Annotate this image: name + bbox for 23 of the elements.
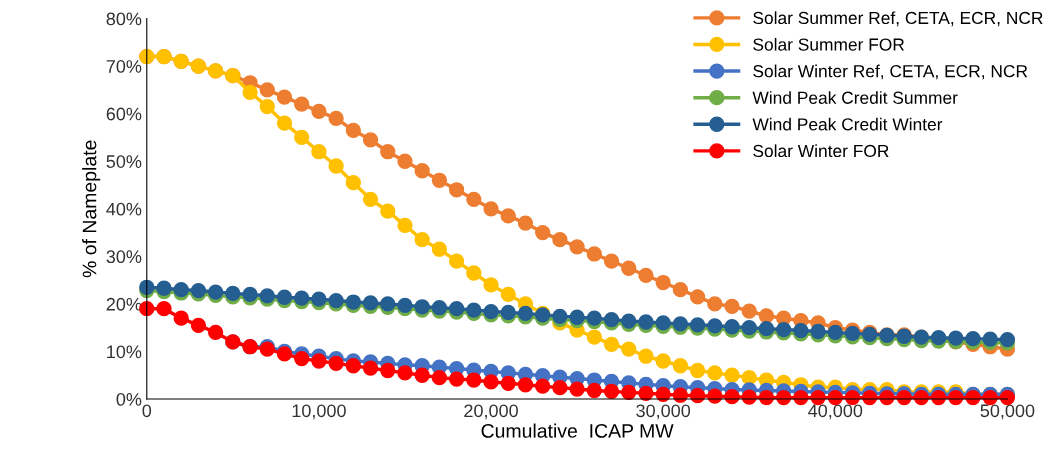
x-tick-label: 50,000 [980,404,1035,420]
x-tick-label: 10,000 [292,404,346,420]
legend-label: Solar Winter Ref, CETA, ECR, NCR [753,64,1028,80]
y-tick-label: 0% [116,392,142,406]
y-tick-label: 20% [106,297,142,311]
x-tick-label: 30,000 [636,404,691,420]
legend-label: Wind Peak Credit Winter [752,117,943,131]
y-tick-label: 80% [106,12,142,26]
x-tick-label: 20,000 [464,404,518,420]
x-axis-title: Cumulative ICAP MW [481,423,674,438]
y-tick-label: 10% [107,345,142,359]
legend-label: Solar Summer FOR [753,37,905,51]
legend-label: Solar Summer Ref, CETA, ECR, NCR [753,11,1043,27]
y-tick-label: 70% [106,60,142,73]
x-tick-label: 40,000 [808,404,863,420]
legend-label: Solar Winter FOR [753,144,889,158]
legend-label: Wind Peak Credit Summer [752,91,958,104]
y-tick-label: 30% [106,250,142,264]
y-tick-label: 60% [106,107,142,121]
x-tick-label: 0 [142,404,152,418]
y-tick-label: 40% [106,202,142,216]
y-axis-title: % of Nameplate [82,140,101,278]
y-tick-label: 50% [106,155,142,168]
